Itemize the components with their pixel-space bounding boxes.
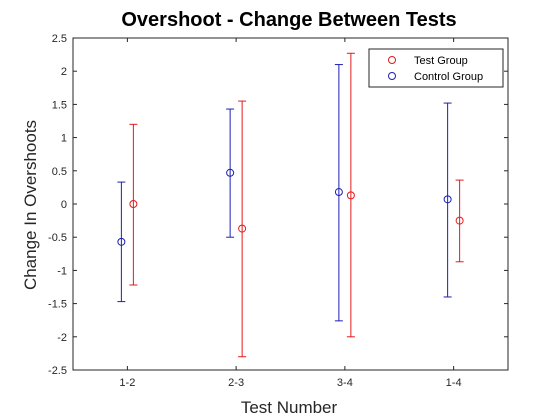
control-group-legend-marker [388, 72, 396, 80]
test-group-point [129, 200, 138, 208]
x-tick-label: 3-4 [337, 377, 353, 389]
x-tick-label: 1-2 [119, 377, 135, 389]
axes-box [72, 37, 509, 371]
x-tick-label: 1-4 [446, 377, 462, 389]
y-tick-label: 1.5 [52, 99, 67, 111]
plot-area: -2.5 -2 -1.5 -1 -0.5 0 0.5 1 1.5 2 2.5 1-2 2-3 3-4 1-4 [48, 33, 509, 389]
y-tick-label: -1.5 [48, 299, 67, 311]
x-tick-label: 2-3 [228, 377, 244, 389]
y-tick-label: 0 [61, 199, 67, 211]
test-group-point [346, 191, 355, 200]
y-tick-label: -2 [57, 332, 67, 344]
chart-title: Overshoot - Change Between Tests [121, 9, 456, 31]
legend-box [368, 48, 504, 88]
test-group-point [238, 224, 247, 233]
test-group-point [455, 216, 464, 225]
control-group-point [117, 237, 126, 246]
y-axis-label: Change In Overshoots [21, 120, 40, 290]
control-group-point [334, 188, 343, 197]
y-tick-label: 0.5 [52, 166, 67, 178]
test-group-legend-marker [388, 56, 396, 64]
y-tick-label: 2 [61, 66, 67, 78]
y-tick-label: 2.5 [52, 33, 67, 45]
test-group-legend-label: Test Group [414, 55, 468, 67]
control-group-point [226, 168, 235, 177]
y-tick-label: 1 [61, 133, 67, 145]
y-tick-label: -0.5 [48, 232, 67, 244]
y-tick-label: -2.5 [48, 365, 67, 377]
control-group-legend-label: Control Group [414, 71, 483, 83]
legend: Test Group Control Group [368, 48, 504, 88]
control-group-point [443, 195, 452, 204]
x-axis-label: Test Number [241, 398, 338, 417]
y-tick-label: -1 [57, 265, 67, 277]
